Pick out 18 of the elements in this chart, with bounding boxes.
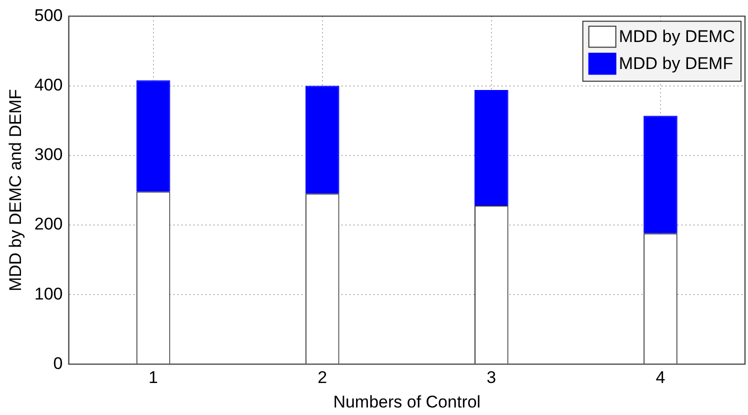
y-tick-label: 0 xyxy=(53,354,63,373)
y-axis-title: MDD by DEMC and DEMF xyxy=(6,89,25,292)
bar xyxy=(474,90,508,206)
y-tick-label: 400 xyxy=(34,75,63,94)
x-tick-label: 2 xyxy=(318,368,328,388)
bar xyxy=(305,86,340,194)
bar xyxy=(644,116,678,234)
legend-label: MDD by DEMC xyxy=(618,26,735,46)
x-tick-label: 3 xyxy=(486,368,496,388)
x-axis-title: Numbers of Control xyxy=(333,392,481,412)
y-tick-label: 100 xyxy=(34,284,63,304)
x-tick-label: 4 xyxy=(656,368,666,388)
x-tick-label: 1 xyxy=(148,368,158,388)
y-tick-label: 300 xyxy=(34,145,63,164)
legend-label: MDD by DEMF xyxy=(618,54,734,73)
bar xyxy=(136,80,170,192)
y-tick-label: 200 xyxy=(34,214,63,234)
y-tick-label: 500 xyxy=(34,6,63,25)
